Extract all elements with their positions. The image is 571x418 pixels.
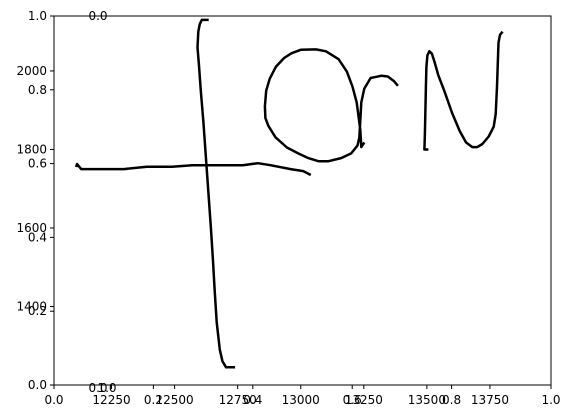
y2-tick-label: 1600: [16, 221, 47, 235]
y-tick-label: 1.0: [28, 9, 47, 23]
y-tick-label: 0.8: [28, 83, 47, 97]
y-tick-label: 0.6: [28, 157, 47, 171]
y2-tick-label: 1400: [16, 299, 47, 313]
x3-top-tick-label: 0.0: [88, 9, 107, 23]
y2-tick-label: 2000: [16, 64, 47, 78]
x2-tick-label: 13500: [408, 393, 446, 407]
x3-tick-label: 1.0: [97, 381, 116, 395]
x-tick-label: 0.0: [44, 393, 63, 407]
y-tick-label: 0.0: [28, 378, 47, 392]
x-tick-label: 1.0: [541, 393, 560, 407]
plot-background: [54, 16, 551, 385]
x2-tick-label: 13750: [471, 393, 509, 407]
x2-tick-label: 12250: [92, 393, 130, 407]
y2-tick-label: 1800: [16, 142, 47, 156]
x2-tick-label: 12750: [219, 393, 257, 407]
plot-area: [54, 16, 551, 385]
x2-tick-label: 13000: [282, 393, 320, 407]
x2-tick-label: 13250: [345, 393, 383, 407]
x2-tick-label: 12500: [155, 393, 193, 407]
